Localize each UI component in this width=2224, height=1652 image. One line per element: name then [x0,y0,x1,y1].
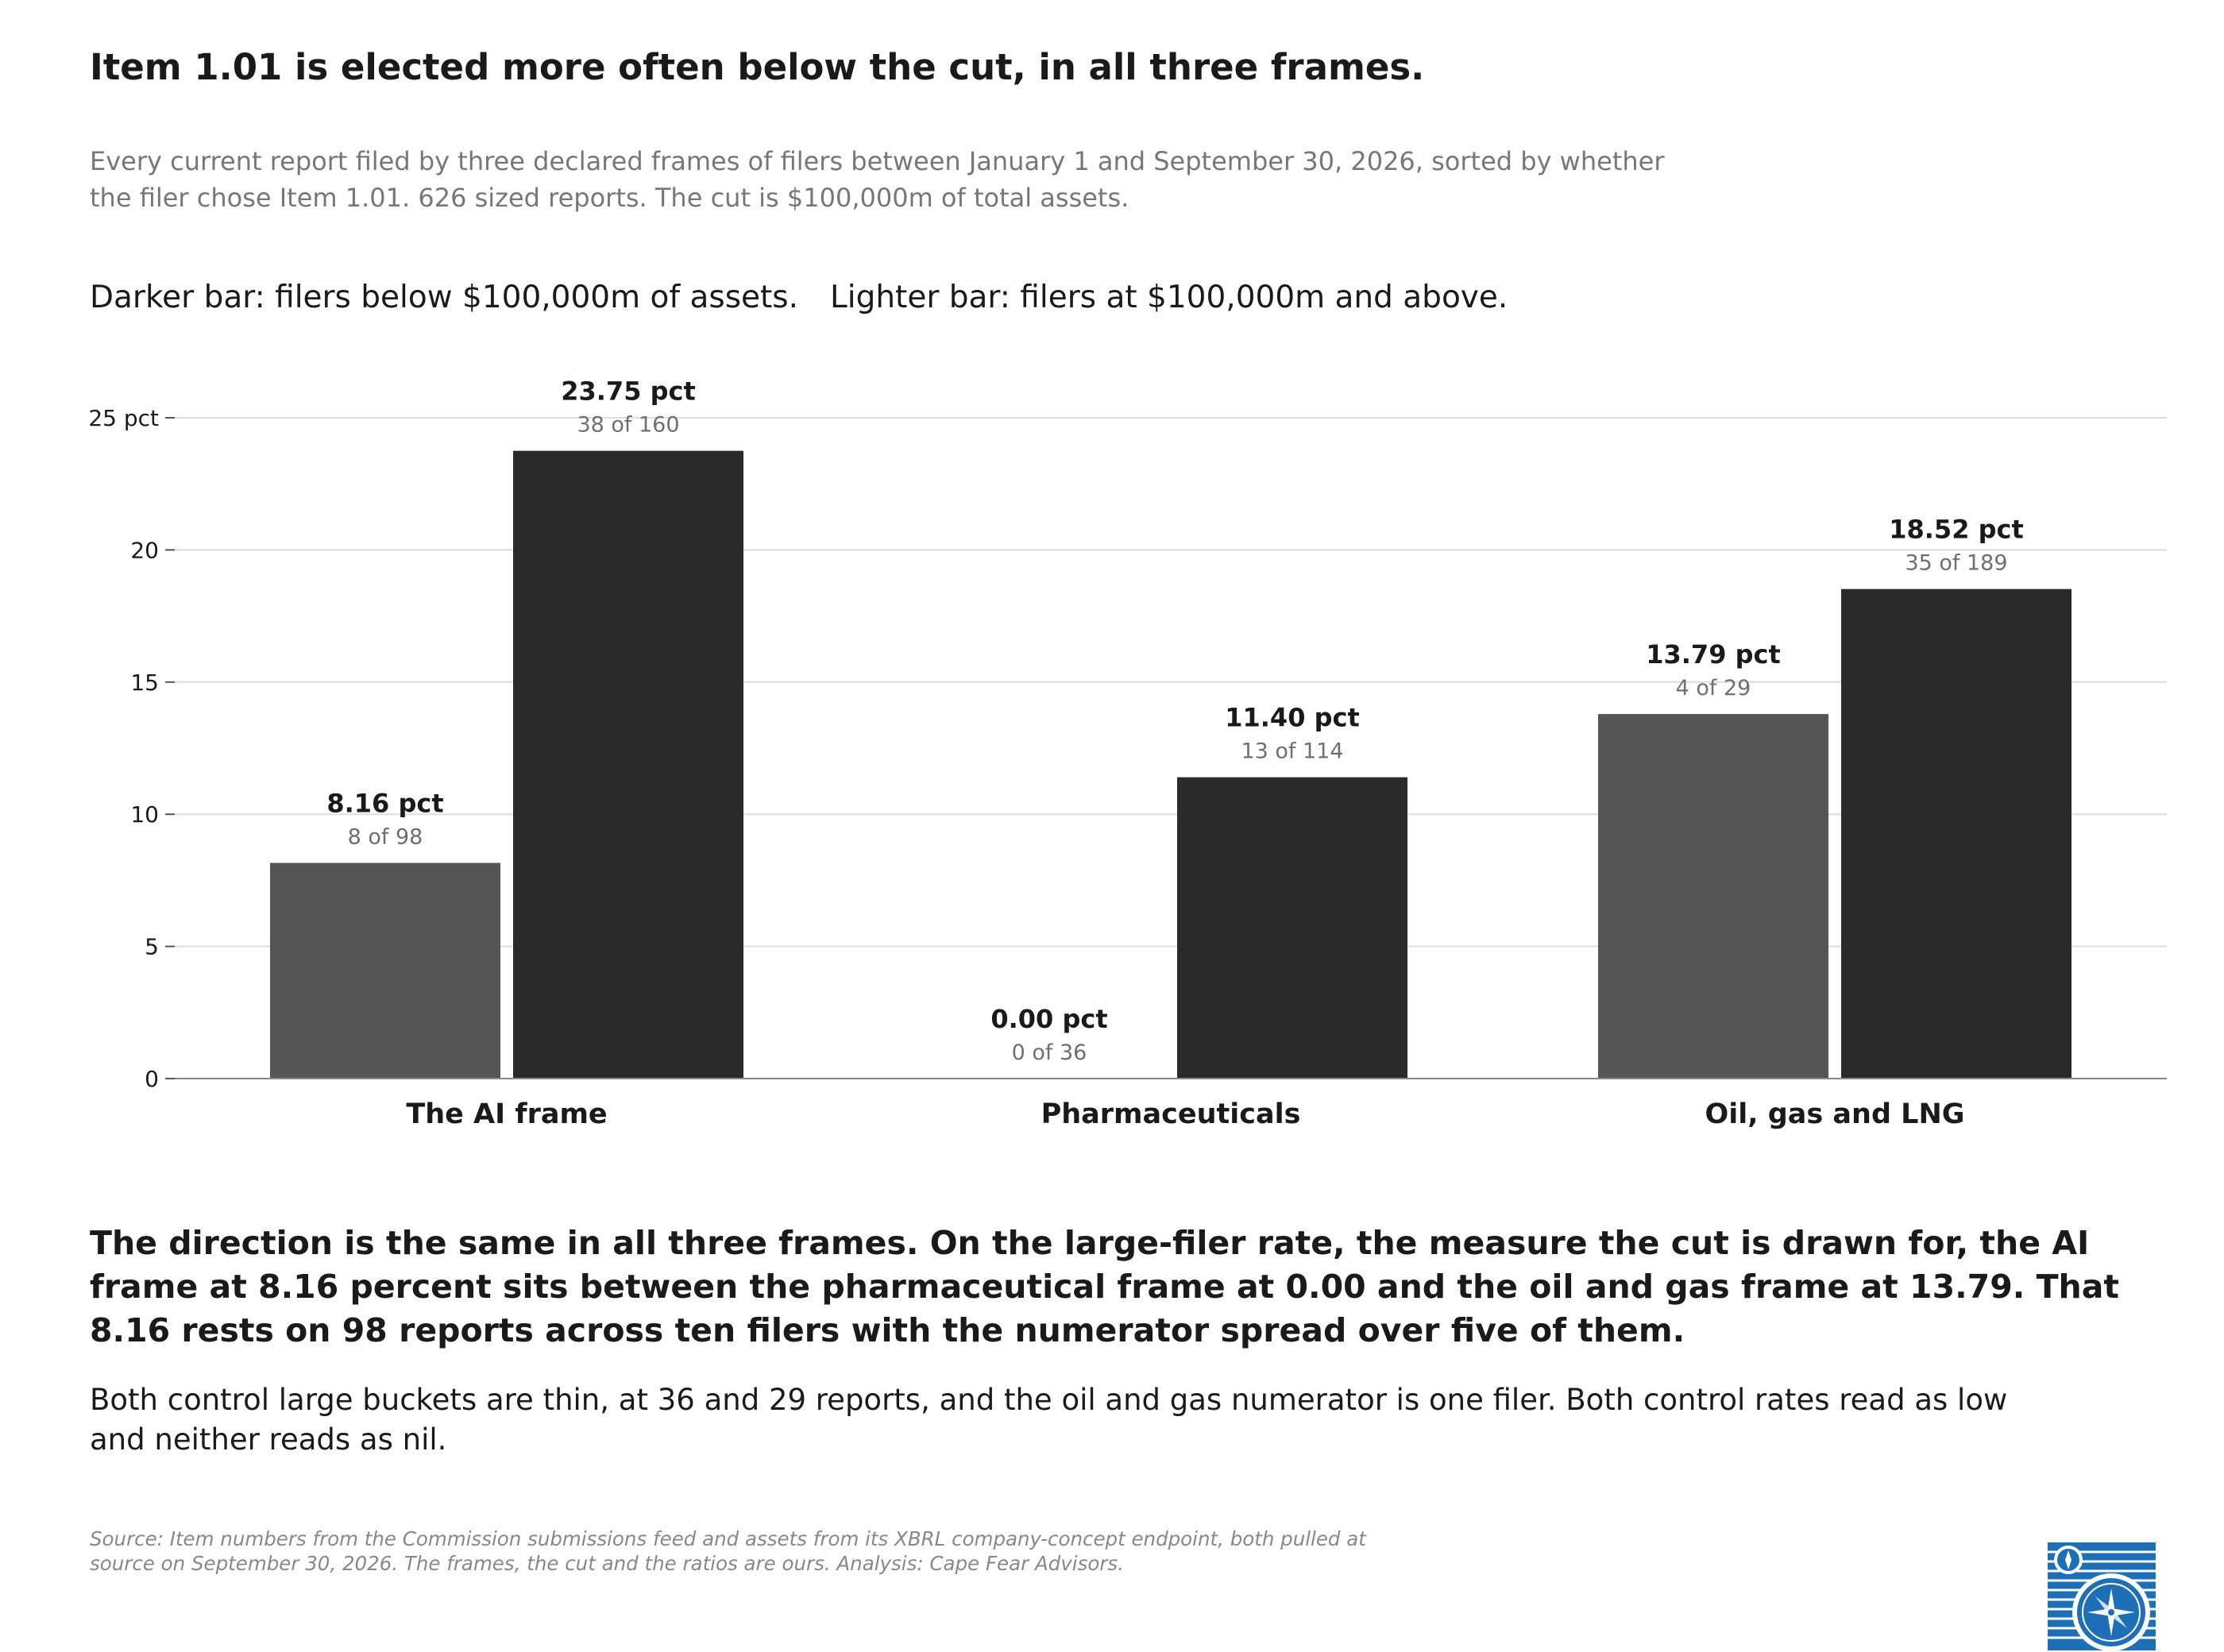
bar-count-label: 35 of 189 [1905,551,2007,576]
bar-count-label: 38 of 160 [577,413,679,438]
compass-logo-icon [2048,1542,2156,1650]
bar-value-label: 11.40 pct [1225,703,1360,733]
legend-text: Darker bar: filers below $100,000m of as… [90,280,1508,315]
y-tick-label: 20 [130,537,159,563]
x-category-label: The AI frame [406,1098,607,1130]
y-tick-label: 0 [145,1066,159,1092]
bar [513,450,743,1079]
bar-chart: 0 5 10 15 20 25 pct The AI frame Pharmaceutical… [88,376,2167,1130]
bar [1841,589,2071,1079]
bar-value-label: 23.75 pct [561,376,696,407]
bar-count-label: 0 of 36 [1012,1040,1087,1065]
y-tick-label: 15 [130,670,159,696]
bar-count-label: 4 of 29 [1676,676,1751,701]
data-labels: 8.16 pct 8 of 98 23.75 pct 38 of 160 0.00 pc… [326,376,2023,1065]
bars [270,450,2071,1079]
chart-subtitle: Every current report filed by three decl… [90,146,1665,213]
bar-value-label: 0.00 pct [990,1004,1107,1034]
caveat-note: Both control large buckets are thin, at … [90,1383,2008,1457]
bar [1598,714,1828,1079]
y-tick-label: 10 [130,801,159,828]
x-category-label: Oil, gas and LNG [1705,1098,1964,1130]
bar [1177,777,1407,1079]
bar-count-label: 8 of 98 [348,824,423,849]
key-finding: The direction is the same in all three f… [90,1224,2120,1349]
source-note: Source: Item numbers from the Commission… [90,1527,1366,1575]
y-tick-label: 25 pct [88,405,159,431]
y-tick-label: 5 [145,934,159,960]
grid-lines [175,417,2167,948]
bar-value-label: 18.52 pct [1889,515,2024,545]
bar-value-label: 8.16 pct [326,788,443,818]
bar-value-label: 13.79 pct [1646,639,1781,670]
x-category-label: Pharmaceuticals [1041,1098,1301,1130]
legend-dark-label: Darker bar: filers below $100,000m of as… [90,280,799,315]
axes: 0 5 10 15 20 25 pct The AI frame Pharmaceutical… [88,405,2167,1130]
chart-title: Item 1.01 is elected more often below th… [90,46,1425,88]
bar [270,863,500,1079]
legend-light-label: Lighter bar: filers at $100,000m and abo… [830,280,1508,315]
bar-count-label: 13 of 114 [1241,739,1343,764]
